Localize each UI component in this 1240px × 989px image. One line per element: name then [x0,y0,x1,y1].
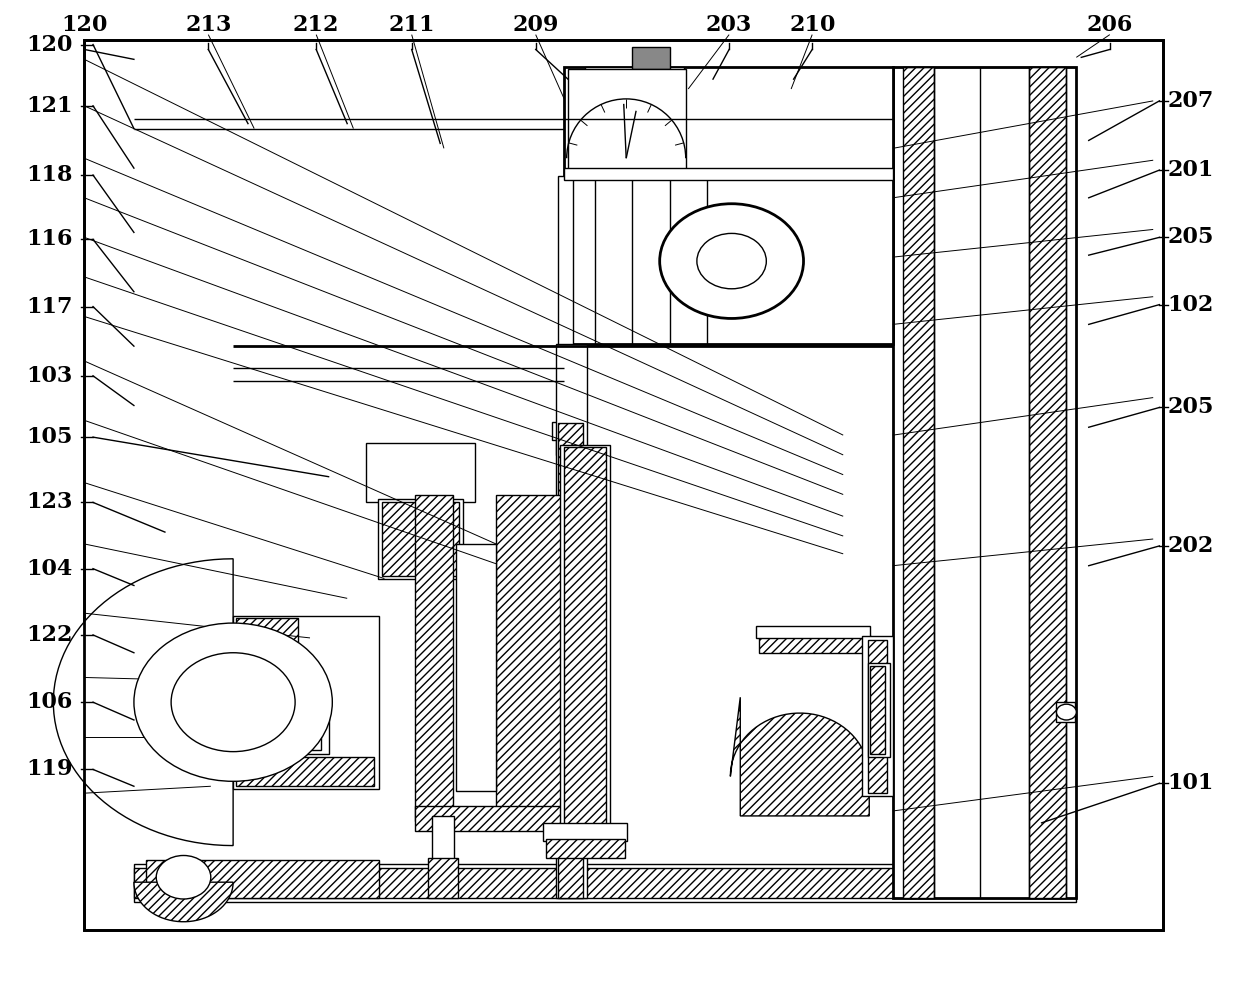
Bar [366,443,475,502]
Text: 121: 121 [26,95,73,117]
Bar [558,423,583,898]
Text: 120: 120 [61,14,108,36]
Polygon shape [53,559,233,846]
Polygon shape [134,882,233,922]
Bar [84,40,1163,930]
Bar [556,437,574,455]
Text: 205: 205 [1167,397,1214,418]
Bar [146,860,379,898]
Circle shape [697,233,766,289]
Text: 211: 211 [388,14,435,36]
Text: 201: 201 [1167,159,1214,181]
Text: 203: 203 [706,14,753,36]
Bar [585,67,684,166]
Text: 122: 122 [26,624,73,646]
Text: 210: 210 [789,14,836,36]
Bar [456,544,496,791]
Bar [759,635,870,653]
Bar [756,626,870,638]
Text: 117: 117 [26,296,73,317]
Circle shape [156,855,211,899]
Text: 103: 103 [26,365,73,387]
Circle shape [660,204,804,318]
Text: 212: 212 [293,14,340,36]
Bar [568,69,686,176]
Bar [564,168,893,180]
Bar [415,494,453,821]
Bar [248,689,329,754]
Bar [253,695,321,750]
Bar [632,47,670,69]
Bar [233,616,379,789]
Circle shape [171,653,295,752]
Bar [903,67,934,898]
Bar [564,178,893,344]
Text: 123: 123 [26,492,73,513]
Bar [415,806,570,831]
Text: 104: 104 [26,558,73,580]
Bar [564,67,893,178]
Text: 102: 102 [1167,294,1214,315]
Text: 213: 213 [185,14,232,36]
Polygon shape [730,697,869,816]
Bar [558,176,573,435]
Bar [564,447,606,829]
Bar [552,422,579,440]
Bar [432,816,454,860]
Text: 119: 119 [26,759,73,780]
Circle shape [1056,704,1076,720]
Bar [1056,702,1075,722]
Text: 105: 105 [26,426,73,448]
Bar [870,666,885,754]
Bar [893,67,1076,898]
Text: 106: 106 [26,691,73,713]
Bar [428,858,458,898]
Text: 118: 118 [26,164,73,186]
Text: 206: 206 [1086,14,1133,36]
Text: 202: 202 [1167,535,1214,557]
Bar [556,344,587,898]
Bar [134,868,1076,898]
Bar [134,864,1076,902]
Bar [1029,67,1066,898]
Bar [84,40,1163,930]
Bar [382,502,459,576]
Text: 120: 120 [26,34,73,55]
Text: 205: 205 [1167,226,1214,248]
Text: 207: 207 [1167,90,1214,112]
Bar [496,494,570,821]
Bar [560,445,610,831]
Text: 101: 101 [1167,772,1214,794]
Text: 209: 209 [512,14,559,36]
Bar [546,839,625,858]
Bar [236,757,374,786]
Bar [868,640,887,793]
Text: 116: 116 [26,228,73,250]
Bar [868,663,890,757]
Bar [862,636,893,796]
Bar [543,823,627,841]
Circle shape [134,623,332,781]
Bar [378,499,463,579]
Bar [236,618,298,653]
